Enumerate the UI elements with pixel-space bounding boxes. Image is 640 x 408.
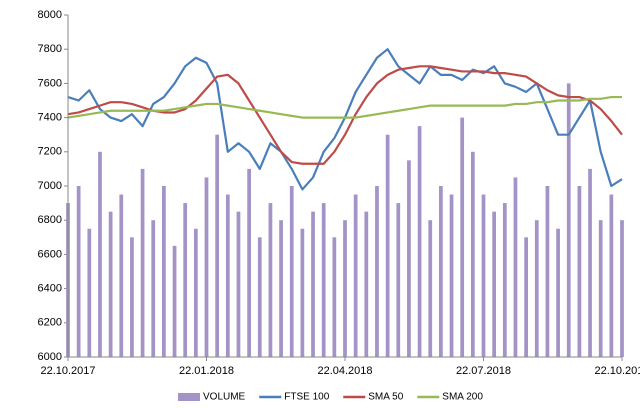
volume-bar <box>204 177 209 357</box>
volume-bar <box>257 237 262 357</box>
volume-bar <box>588 168 592 357</box>
volume-bar <box>502 203 507 357</box>
volume-bar <box>428 220 433 357</box>
y-tick-label: 6200 <box>38 317 62 329</box>
volume-bar <box>236 211 241 357</box>
volume-bar <box>183 203 188 357</box>
volume-bar <box>193 228 198 357</box>
volume-bar <box>609 194 614 357</box>
volume-bar <box>556 228 560 357</box>
volume-bar <box>151 220 156 357</box>
volume-bar <box>172 245 177 357</box>
volume-bar <box>268 203 273 357</box>
volume-bar <box>247 168 251 357</box>
volume-bar <box>577 186 582 357</box>
volume-bar <box>407 160 411 357</box>
volume-bar <box>321 203 326 357</box>
volume-bar <box>566 83 571 358</box>
y-tick-label: 7000 <box>38 180 62 192</box>
x-tick-label: 22.10.2018 <box>594 365 640 377</box>
y-tick-label: 7200 <box>38 146 62 158</box>
y-tick-label: 7400 <box>38 112 62 124</box>
volume-bar <box>76 186 81 357</box>
y-tick-label: 7600 <box>38 77 62 89</box>
volume-bar <box>545 186 550 357</box>
y-tick-label: 6800 <box>38 214 62 226</box>
volume-bar <box>524 237 528 357</box>
volume-bar <box>162 186 166 357</box>
legend-swatch <box>178 393 200 401</box>
y-tick-label: 6600 <box>38 248 62 260</box>
legend-label: FTSE 100 <box>284 392 329 403</box>
x-tick-label: 22.04.2018 <box>317 365 372 377</box>
volume-bar <box>396 203 401 357</box>
series-line <box>67 65 623 165</box>
volume-bar <box>375 186 379 357</box>
x-tick-label: 22.01.2018 <box>179 365 234 377</box>
volume-bar <box>481 194 486 357</box>
volume-bar <box>385 134 390 357</box>
volume-bar <box>140 168 145 357</box>
legend-label: VOLUME <box>203 392 246 403</box>
volume-bar <box>98 151 102 357</box>
y-tick-label: 7800 <box>38 43 62 55</box>
volume-bar <box>598 220 603 357</box>
volume-bar <box>449 194 454 357</box>
volume-bar <box>108 211 113 357</box>
volume-bar <box>534 220 539 357</box>
volume-bar <box>439 186 443 357</box>
y-tick-label: 6000 <box>38 351 62 363</box>
volume-bar <box>119 194 124 357</box>
x-tick-label: 22.10.2017 <box>40 365 95 377</box>
volume-bar <box>87 228 92 357</box>
volume-bar <box>470 151 475 357</box>
volume-bar <box>289 186 294 357</box>
volume-bar <box>130 237 134 357</box>
volume-bar <box>300 228 305 357</box>
volume-bar <box>460 117 465 357</box>
series-line <box>67 48 623 191</box>
legend-label: SMA 50 <box>368 392 403 403</box>
volume-bar <box>343 220 347 357</box>
volume-bar <box>225 194 230 357</box>
volume-bar <box>215 134 220 357</box>
volume-bar <box>364 211 369 357</box>
volume-bar <box>279 220 283 357</box>
x-tick-label: 22.07.2018 <box>456 365 511 377</box>
volume-bar <box>492 211 497 357</box>
volume-bar <box>513 177 518 357</box>
volume-bar <box>353 194 358 357</box>
volume-bar <box>311 211 315 357</box>
series-line <box>67 95 622 119</box>
volume-bar <box>332 237 337 357</box>
y-tick-label: 6400 <box>38 283 62 295</box>
volume-bar <box>417 126 422 358</box>
y-tick-label: 8000 <box>38 9 62 21</box>
volume-bar <box>620 220 624 357</box>
legend-label: SMA 200 <box>442 392 483 403</box>
